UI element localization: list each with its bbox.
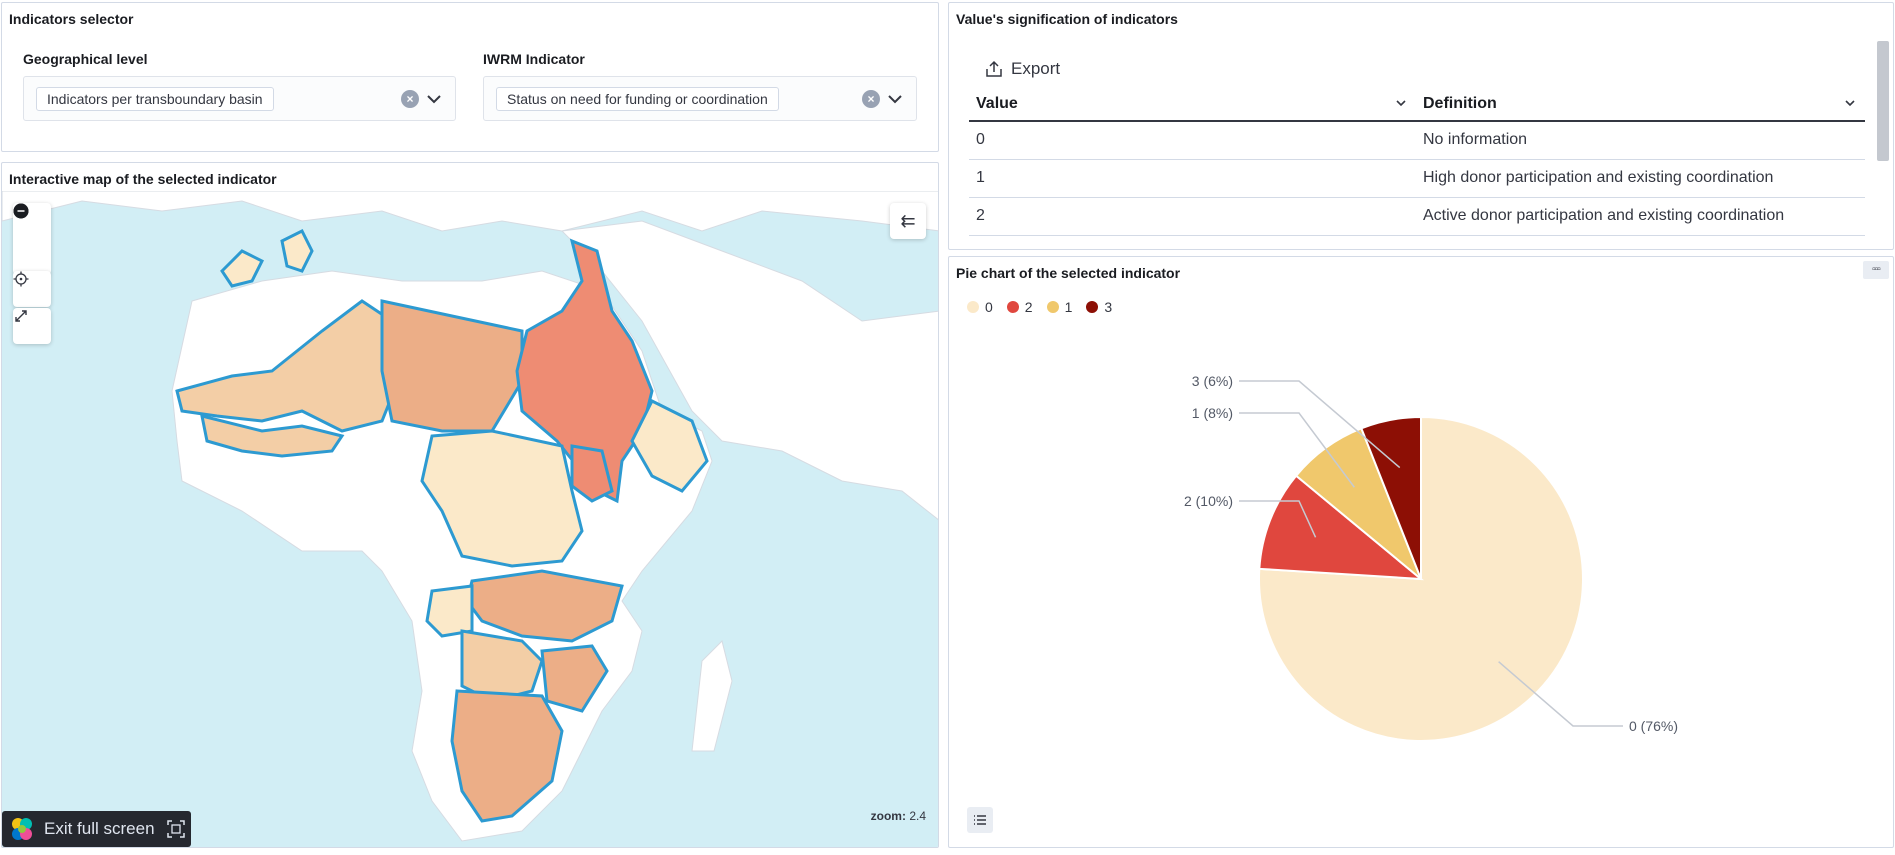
fullscreen-exit-icon bbox=[166, 820, 185, 838]
minus-circle-icon bbox=[13, 203, 29, 219]
elastic-logo-icon bbox=[12, 818, 32, 840]
legend-item[interactable]: 0 bbox=[967, 299, 993, 315]
basin-north-small bbox=[220, 249, 265, 288]
legend-swatch bbox=[1006, 301, 1019, 313]
column-header-label: Definition bbox=[1423, 94, 1497, 112]
interactive-map-panel: Interactive map of the selected indicato… bbox=[1, 162, 939, 848]
pie-legend: 0 2 1 3 bbox=[967, 299, 1112, 315]
panel-options-button[interactable]: ▫▫▫ bbox=[1863, 261, 1889, 279]
legend-list-button[interactable] bbox=[967, 807, 993, 833]
geographical-level-selected-pill[interactable]: Indicators per transboundary basin bbox=[36, 87, 274, 111]
basin-okavango bbox=[460, 629, 544, 703]
pie-leader-line-0 bbox=[1498, 661, 1623, 727]
legend-collapse-icon: ⇇ bbox=[900, 210, 916, 231]
legend-label: 1 bbox=[1064, 299, 1073, 315]
basin-north-atlas bbox=[280, 228, 314, 273]
pie-label-0: 0 (76%) bbox=[1629, 718, 1678, 734]
chevron-down-icon[interactable] bbox=[424, 88, 444, 110]
table-row: 0 No information bbox=[969, 121, 1865, 160]
expand-icon bbox=[15, 310, 27, 322]
map-zoom-controls bbox=[13, 203, 51, 275]
basin-orange bbox=[450, 689, 564, 823]
chevron-down-icon[interactable] bbox=[1843, 96, 1857, 110]
pie-label-1: 1 (8%) bbox=[1192, 405, 1233, 421]
basin-gulf-guinea bbox=[200, 413, 345, 458]
basin-horn bbox=[630, 398, 709, 493]
pie-label-2: 2 (10%) bbox=[1184, 493, 1233, 509]
legend-label: 0 bbox=[985, 299, 993, 315]
zoom-readout: zoom: 2.4 bbox=[871, 809, 926, 823]
chevron-down-icon[interactable] bbox=[1394, 96, 1408, 110]
indicators-selector-panel: Indicators selector Geographical level I… bbox=[1, 2, 939, 152]
list-icon bbox=[974, 815, 986, 825]
basin-congo bbox=[420, 429, 584, 568]
legend-label: 3 bbox=[1104, 299, 1113, 315]
pie-leader-line-3 bbox=[1239, 380, 1401, 469]
column-header-label: Value bbox=[976, 94, 1018, 112]
europe-landmass bbox=[2, 191, 938, 232]
basin-nile-south bbox=[570, 444, 614, 503]
expand-button[interactable] bbox=[13, 308, 51, 344]
cell-value: 2 bbox=[969, 197, 1416, 236]
exit-full-screen-button[interactable]: Exit full screen bbox=[2, 811, 191, 847]
panel-title: Interactive map of the selected indicato… bbox=[9, 171, 277, 187]
table-scrollbar[interactable] bbox=[1877, 41, 1889, 161]
table-row: 2 Active donor participation and existin… bbox=[969, 197, 1865, 236]
panel-title: Indicators selector bbox=[9, 11, 134, 27]
column-header-definition[interactable]: Definition bbox=[1416, 87, 1865, 122]
export-button[interactable]: Export bbox=[985, 57, 1060, 81]
iwrm-indicator-label: IWRM Indicator bbox=[483, 51, 585, 67]
export-icon bbox=[986, 60, 1002, 77]
africa-map[interactable] bbox=[2, 191, 939, 848]
pie-chart: 0 (76%) 2 (10%) 1 (8%) 3 (6%) bbox=[1184, 373, 1678, 742]
pie-slice-3[interactable] bbox=[1360, 415, 1422, 580]
pie-leader-line-1 bbox=[1239, 412, 1355, 488]
panel-title: Pie chart of the selected indicator bbox=[956, 265, 1181, 281]
pie-label-3: 3 (6%) bbox=[1192, 373, 1233, 389]
legend-item[interactable]: 1 bbox=[1046, 299, 1073, 315]
arabia-landmass bbox=[560, 220, 938, 521]
pie-leader-line-2 bbox=[1239, 500, 1317, 538]
fit-to-data-button[interactable] bbox=[13, 271, 51, 307]
iwrm-indicator-selected-pill[interactable]: Status on need for funding or coordinati… bbox=[496, 87, 779, 111]
clear-icon[interactable]: × bbox=[401, 90, 419, 108]
values-table: Value Definition 0 No information 1 High… bbox=[969, 87, 1865, 236]
basin-kunene bbox=[425, 584, 474, 638]
cell-definition: Active donor participation and existing … bbox=[1416, 197, 1865, 236]
export-label: Export bbox=[1011, 59, 1061, 78]
geographical-level-combobox[interactable]: Indicators per transboundary basin × bbox=[23, 76, 456, 121]
legend-swatch bbox=[1086, 301, 1099, 313]
iwrm-indicator-combobox[interactable]: Status on need for funding or coordinati… bbox=[483, 76, 917, 121]
zoom-label: zoom: bbox=[870, 809, 906, 823]
column-header-value[interactable]: Value bbox=[969, 87, 1416, 122]
cell-definition: High donor participation and existing co… bbox=[1416, 159, 1865, 198]
clear-icon[interactable]: × bbox=[862, 90, 880, 108]
legend-swatch bbox=[967, 301, 979, 313]
cell-value: 0 bbox=[969, 121, 1416, 160]
legend-label: 2 bbox=[1024, 299, 1033, 315]
madagascar-landmass bbox=[691, 640, 733, 752]
table-row: 1 High donor participation and existing … bbox=[969, 159, 1865, 198]
map-canvas[interactable]: ⇇ zoom: 2.4 bbox=[2, 191, 939, 848]
legend-item[interactable]: 3 bbox=[1086, 299, 1112, 315]
exit-full-screen-label: Exit full screen bbox=[44, 819, 155, 838]
cell-value: 1 bbox=[969, 159, 1416, 198]
panel-title: Value's signification of indicators bbox=[956, 11, 1178, 27]
legend-swatch bbox=[1046, 301, 1059, 313]
chevron-down-icon[interactable] bbox=[885, 88, 905, 110]
zoom-value: 2.4 bbox=[909, 809, 926, 823]
value-signification-panel: Value's signification of indicators Expo… bbox=[948, 2, 1894, 250]
pie-chart-panel: Pie chart of the selected indicator ▫▫▫ … bbox=[948, 256, 1894, 848]
legend-item[interactable]: 2 bbox=[1006, 299, 1033, 315]
geographical-level-label: Geographical level bbox=[23, 51, 148, 67]
crosshair-icon bbox=[13, 271, 29, 287]
cell-definition: No information bbox=[1416, 121, 1865, 160]
basin-limpopo bbox=[540, 644, 609, 713]
legend-toggle-button[interactable]: ⇇ bbox=[890, 203, 926, 239]
zoom-out-button[interactable] bbox=[13, 203, 51, 275]
